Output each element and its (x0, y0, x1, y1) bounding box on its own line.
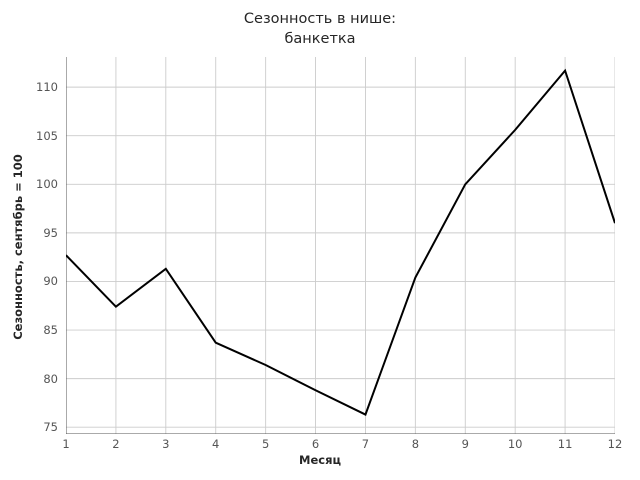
x-tick-label: 12 (607, 437, 623, 451)
axis-spines (66, 57, 615, 434)
x-tick-label: 5 (261, 437, 270, 451)
x-tick-label: 1 (62, 437, 70, 451)
x-tick-label: 4 (212, 437, 220, 451)
data-series-line (66, 68, 615, 416)
x-tick-label: 9 (461, 437, 469, 451)
x-tick-label: 8 (411, 437, 420, 451)
x-tick-label: 11 (557, 437, 573, 451)
plot-canvas (66, 57, 615, 434)
x-tick-label: 10 (507, 437, 523, 451)
x-tick-label: 2 (112, 437, 120, 451)
x-tick-label: 6 (311, 437, 320, 451)
x-axis-label: Месяц (299, 453, 341, 467)
x-tick-label: 7 (361, 437, 370, 451)
tick-marks (66, 87, 615, 434)
y-tick-label: 110 (36, 80, 58, 95)
x-tick-label: 3 (162, 437, 170, 451)
y-tick-label: 75 (43, 420, 58, 435)
grid-lines (66, 57, 615, 434)
plot-area (66, 57, 615, 434)
y-axis-label: Сезонность, сентябрь = 100 (11, 154, 25, 340)
chart-title: Сезонность в нише: банкетка (243, 11, 397, 47)
